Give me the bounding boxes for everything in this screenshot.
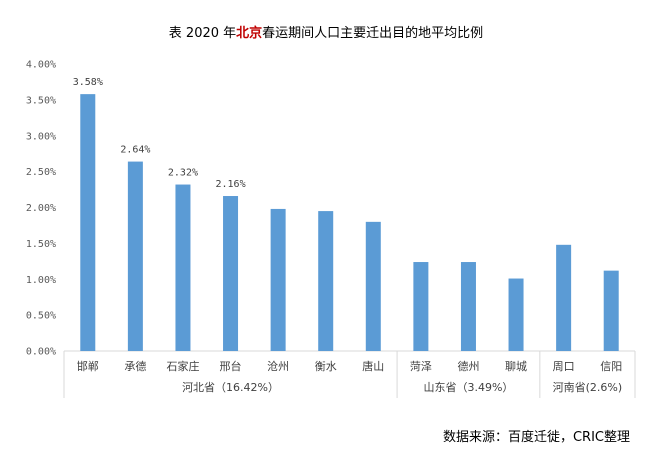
x-tick-label: 德州 xyxy=(457,359,479,373)
y-tick-label: 0.00% xyxy=(26,347,56,358)
y-tick-label: 0.50% xyxy=(26,311,56,322)
x-tick-label: 石家庄 xyxy=(166,359,199,373)
y-tick-label: 4.00% xyxy=(26,60,56,71)
bar xyxy=(80,94,96,351)
chart-title: 表 2020 年北京春运期间人口主要迁出目的地平均比例 xyxy=(0,22,652,41)
y-tick-label: 3.00% xyxy=(26,131,56,142)
y-tick-label: 1.00% xyxy=(26,275,56,286)
y-tick-label: 2.00% xyxy=(26,203,56,214)
bar xyxy=(318,211,334,351)
data-label: 3.58% xyxy=(73,77,103,88)
bar xyxy=(223,196,239,351)
x-tick-label: 邢台 xyxy=(220,359,242,373)
data-label: 2.32% xyxy=(168,168,198,179)
bar xyxy=(603,270,619,351)
group-label: 山东省（3.49%） xyxy=(423,381,513,394)
group-label: 河南省(2.6%) xyxy=(553,381,623,394)
x-tick-label: 菏泽 xyxy=(410,360,432,373)
y-tick-label: 2.50% xyxy=(26,167,56,178)
title-suffix: 春运期间人口主要迁出目的地平均比例 xyxy=(262,26,484,41)
bar xyxy=(175,184,191,351)
y-tick-label: 1.50% xyxy=(26,239,56,250)
data-label: 2.16% xyxy=(215,179,245,190)
title-prefix: 表 2020 年 xyxy=(168,26,237,41)
x-tick-label: 沧州 xyxy=(267,359,289,373)
x-tick-label: 周口 xyxy=(553,360,575,373)
group-label: 河北省（16.42%） xyxy=(182,381,279,394)
x-tick-label: 信阳 xyxy=(600,360,622,373)
data-label: 2.64% xyxy=(120,145,150,156)
x-tick-label: 邯郸 xyxy=(77,359,99,373)
bar xyxy=(460,262,476,351)
bar xyxy=(365,221,381,351)
bar xyxy=(413,262,429,351)
bar xyxy=(508,278,524,351)
title-highlight: 北京 xyxy=(236,26,263,41)
bar xyxy=(127,161,143,351)
x-tick-label: 衡水 xyxy=(315,360,337,373)
x-tick-label: 唐山 xyxy=(362,359,384,373)
x-tick-label: 承德 xyxy=(124,359,146,373)
bar xyxy=(556,244,572,351)
x-tick-label: 聊城 xyxy=(505,359,527,373)
source-note: 数据来源：百度迁徙，CRIC整理 xyxy=(442,430,630,445)
bar xyxy=(270,208,286,351)
y-tick-label: 3.50% xyxy=(26,95,56,106)
